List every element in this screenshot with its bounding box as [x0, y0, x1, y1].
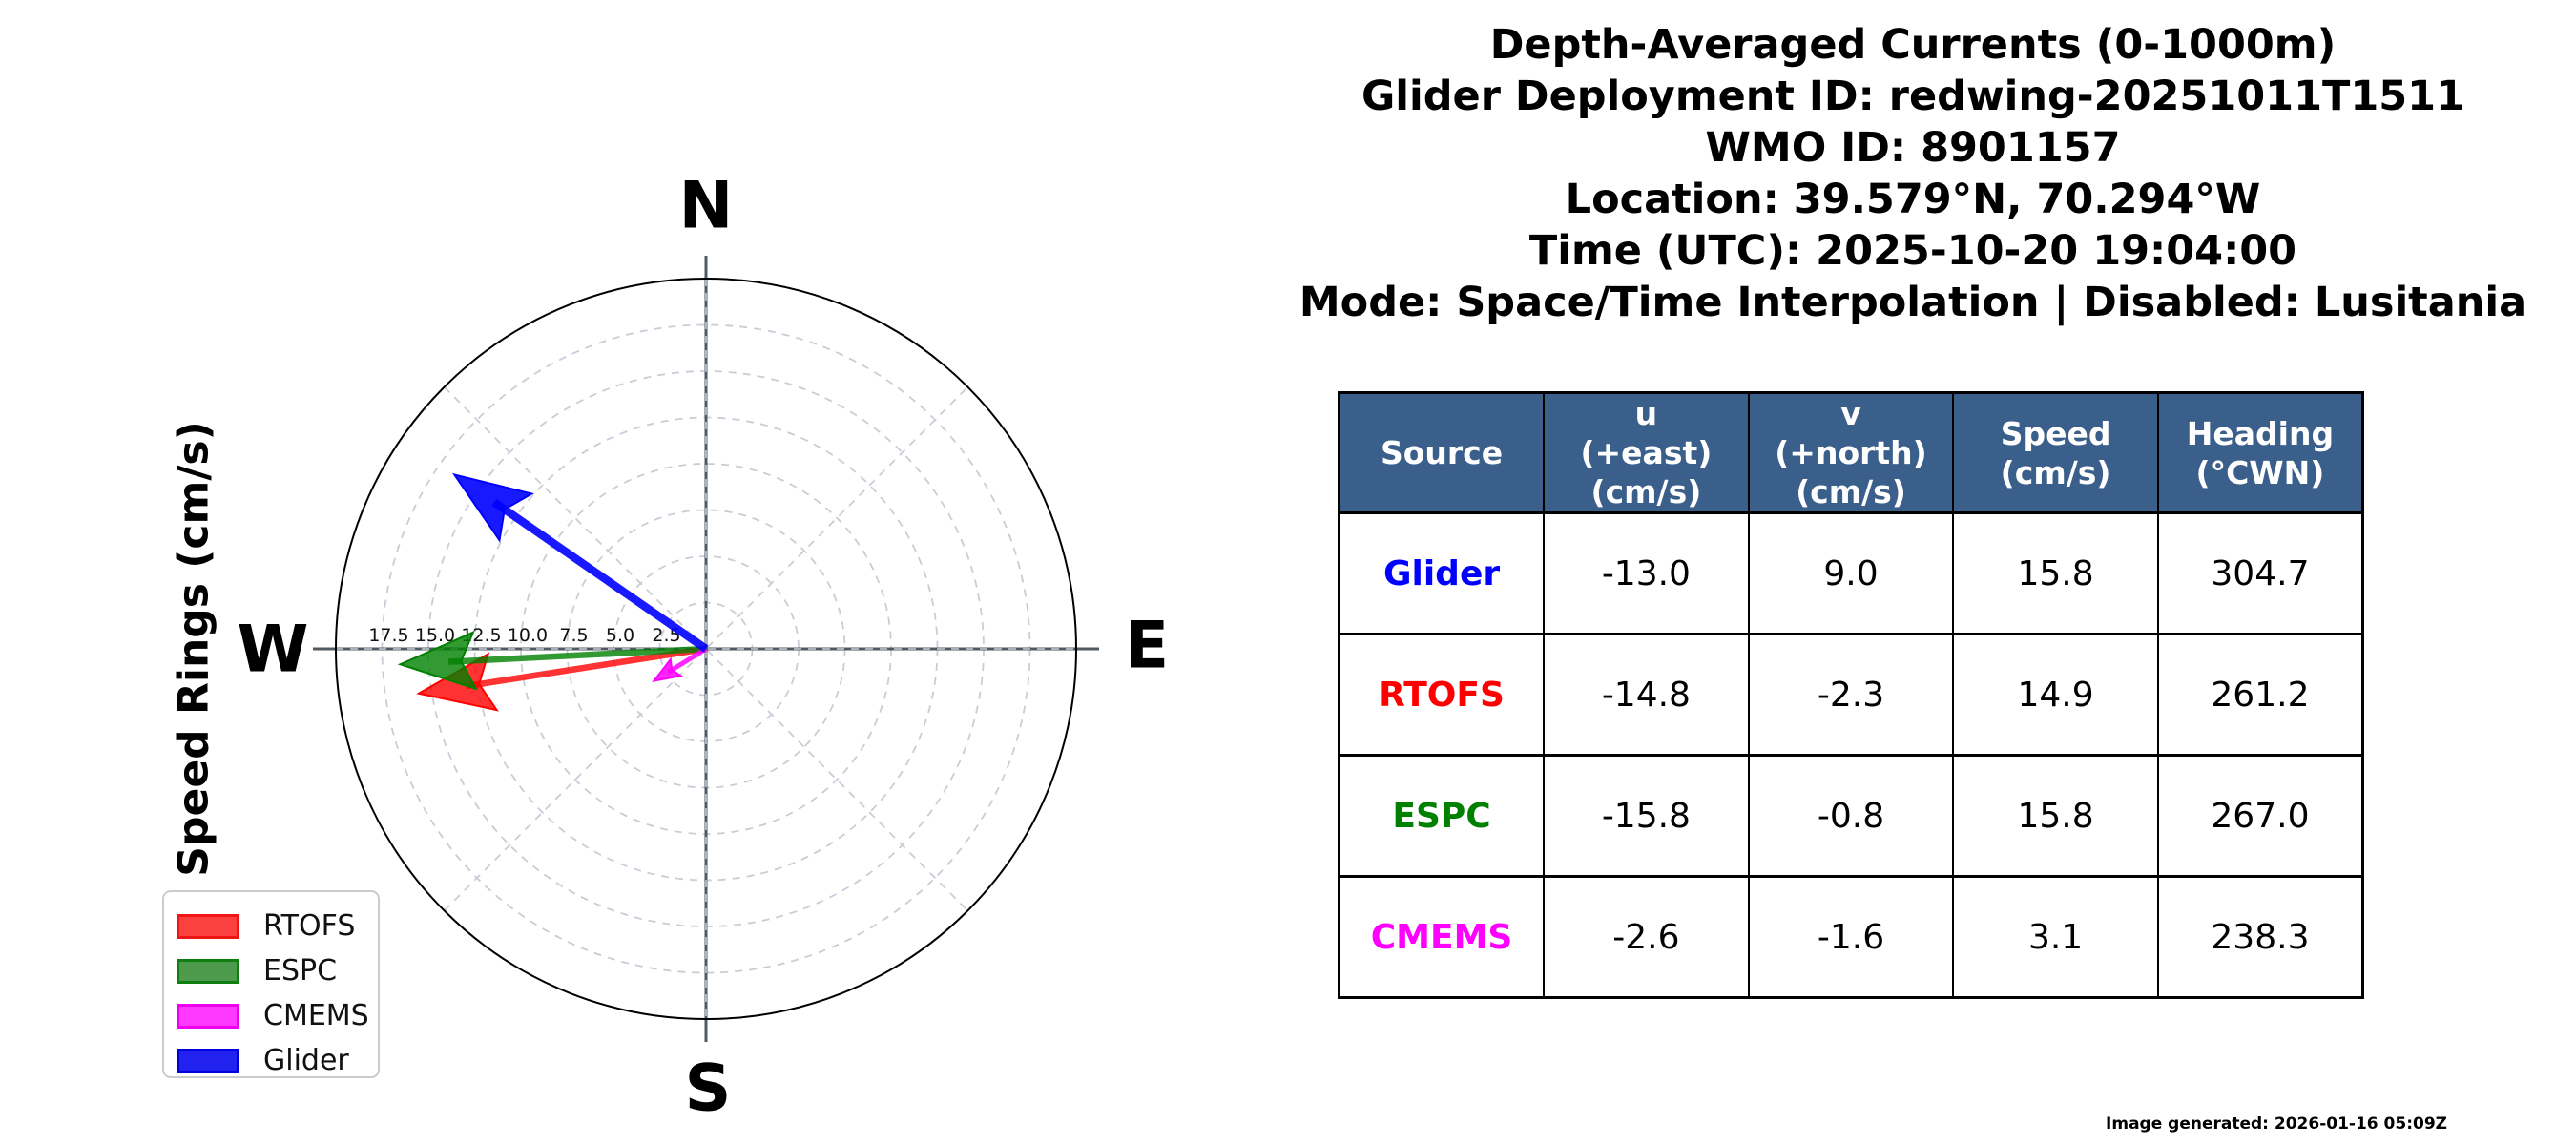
- ring-label-12.5: 12.5: [461, 625, 501, 646]
- ring-label-7.5: 7.5: [559, 625, 588, 646]
- generated-timestamp: Image generated: 2026-01-16 05:09Z: [2106, 1114, 2447, 1134]
- title-line-2: Glider Deployment ID: redwing-20251011T1…: [1361, 73, 2465, 120]
- arrow-shaft-cmems: [666, 646, 708, 675]
- arrow-espc: [397, 630, 707, 691]
- cardinal-label-west: W: [237, 613, 308, 688]
- arrow-head-glider: [451, 472, 534, 543]
- value-cell: 267.0: [2156, 754, 2364, 878]
- cardinal-label-north: N: [679, 169, 734, 244]
- title-line-1: Depth-Averaged Currents (0-1000m): [1489, 21, 2337, 69]
- value-cell: 261.2: [2156, 633, 2364, 757]
- table-header: Source u (+east) (cm/s) v (+north) (cm/s) S…: [1338, 391, 2364, 514]
- value-cell: -14.8: [1543, 633, 1750, 757]
- value-cell: 9.0: [1747, 511, 1955, 635]
- current-sources-table: Source u (+east) (cm/s) v (+north) (cm/s) S…: [1338, 391, 2364, 999]
- ring-label-15.0: 15.0: [415, 625, 455, 646]
- value-cell: 238.3: [2156, 875, 2364, 999]
- arrow-glider: [451, 472, 709, 653]
- title-line-5: Time (UTC): 2025-10-20 19:04:00: [1528, 227, 2297, 275]
- column-header: Heading (°CWN): [2156, 391, 2364, 514]
- table-row-glider: Glider -13.0 9.0 15.8 304.7: [1338, 511, 2364, 635]
- column-header: u (+east) (cm/s): [1543, 391, 1750, 514]
- title-line-4: Location: 39.579°N, 70.294°W: [1565, 176, 2261, 223]
- legend-item-rtofs: RTOFS: [164, 904, 378, 948]
- legend-label: RTOFS: [263, 908, 356, 943]
- value-cell: 3.1: [1952, 875, 2159, 999]
- legend-item-glider: Glider: [164, 1038, 378, 1083]
- y-axis-title: Speed Rings (cm/s): [170, 421, 218, 876]
- legend-swatch-glider: [177, 1048, 239, 1073]
- value-cell: -2.6: [1543, 875, 1750, 999]
- value-cell: -15.8: [1543, 754, 1750, 878]
- table-row-rtofs: RTOFS -14.8 -2.3 14.9 261.2: [1338, 633, 2364, 757]
- title-line-6: Mode: Space/Time Interpolation | Disable…: [1298, 279, 2527, 326]
- column-header: v (+north) (cm/s): [1747, 391, 1955, 514]
- arrow-shaft-rtofs: [466, 645, 707, 690]
- value-cell: -1.6: [1747, 875, 1955, 999]
- table-row-cmems: CMEMS -2.6 -1.6 3.1 238.3: [1338, 875, 2364, 999]
- value-cell: 15.8: [1952, 754, 2159, 878]
- legend-label: CMEMS: [263, 998, 369, 1032]
- arrow-shaft-glider: [491, 498, 709, 653]
- ring-label-17.5: 17.5: [368, 625, 408, 646]
- arrow-head-espc: [397, 630, 478, 691]
- ring-label-10.0: 10.0: [508, 625, 548, 646]
- legend-label: Glider: [263, 1043, 349, 1077]
- title-block: Depth-Averaged Currents (0-1000m) Glider …: [1278, 19, 2547, 328]
- value-cell: 14.9: [1952, 633, 2159, 757]
- legend-item-cmems: CMEMS: [164, 993, 378, 1038]
- value-cell: 15.8: [1952, 511, 2159, 635]
- column-header: Speed (cm/s): [1952, 391, 2159, 514]
- value-cell: -2.3: [1747, 633, 1955, 757]
- table-body: Glider -13.0 9.0 15.8 304.7 RTOFS -14.8 -2.3 14.…: [1338, 511, 2364, 999]
- column-header: Source: [1338, 391, 1546, 514]
- legend-item-espc: ESPC: [164, 948, 378, 993]
- cardinal-label-south: S: [685, 1051, 732, 1127]
- legend: RTOFS ESPC CMEMS Glider: [162, 890, 380, 1078]
- arrow-head-cmems: [652, 656, 684, 683]
- legend-swatch-rtofs: [177, 913, 239, 939]
- legend-swatch-cmems: [177, 1003, 239, 1029]
- cardinal-label-east: E: [1125, 609, 1169, 684]
- value-cell: -0.8: [1747, 754, 1955, 878]
- table-header-row: Source u (+east) (cm/s) v (+north) (cm/s) S…: [1338, 391, 2364, 514]
- value-cell: -13.0: [1543, 511, 1750, 635]
- legend-swatch-espc: [177, 958, 239, 984]
- source-cell: RTOFS: [1338, 633, 1546, 757]
- title-line-3: WMO ID: 8901157: [1705, 124, 2121, 172]
- source-cell: Glider: [1338, 511, 1546, 635]
- source-cell: CMEMS: [1338, 875, 1546, 999]
- compass-boundary-circle: [335, 278, 1077, 1020]
- value-cell: 304.7: [2156, 511, 2364, 635]
- ring-label-5.0: 5.0: [606, 625, 634, 646]
- arrow-cmems: [652, 646, 708, 683]
- grid-diagonal-sw-ne: [444, 386, 968, 911]
- arrow-shaft-espc: [447, 645, 707, 665]
- source-cell: ESPC: [1338, 754, 1546, 878]
- grid-diagonal-nw-se: [444, 386, 968, 911]
- legend-label: ESPC: [263, 953, 338, 988]
- table-row-espc: ESPC -15.8 -0.8 15.8 267.0: [1338, 754, 2364, 878]
